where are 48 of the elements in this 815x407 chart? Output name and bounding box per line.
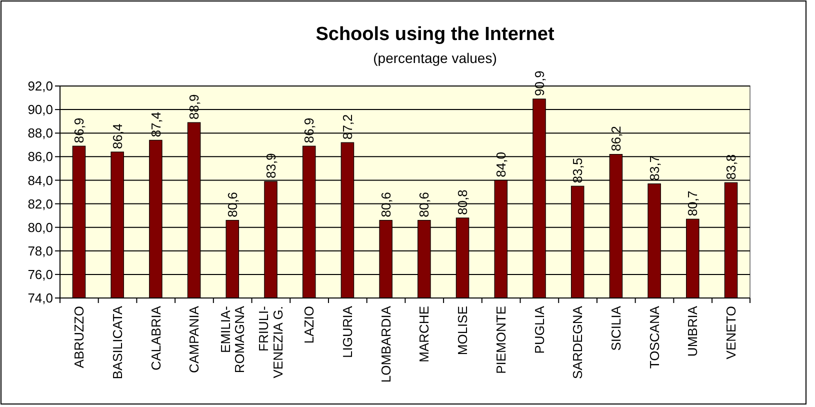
data-label: 86,9: [302, 118, 317, 144]
x-tick-label: ABRUZZO: [72, 306, 87, 368]
y-tick-label: 88,0: [28, 126, 53, 141]
x-tick-label: SARDEGNA: [570, 306, 586, 379]
data-label: 83,7: [646, 155, 662, 181]
x-tick-label: FRIULI-VENEZIA G.: [256, 306, 286, 378]
data-label: 83,5: [570, 158, 586, 184]
y-tick-label: 78,0: [28, 243, 53, 258]
y-tick-label: 82,0: [28, 196, 53, 212]
x-tick-label: TOSCANA: [646, 306, 662, 369]
x-tick-label: PUGLIA: [532, 306, 547, 354]
y-tick-label: 84,0: [28, 172, 53, 188]
chart-title: Schools using the Internet: [316, 24, 555, 45]
data-label: 90,9: [532, 70, 547, 96]
data-label: 86,9: [72, 118, 87, 144]
data-label: 87,2: [340, 114, 356, 140]
x-tick-label: LAZIO: [302, 306, 317, 344]
x-tick-label: MOLISE: [455, 306, 470, 356]
data-label: 83,8: [724, 154, 739, 180]
data-label: 83,9: [263, 153, 278, 178]
data-label: 84,0: [493, 152, 508, 178]
y-tick-label: 90,0: [28, 102, 53, 118]
y-tick-label: 74,0: [28, 290, 53, 306]
data-label: 86,2: [608, 126, 624, 152]
data-label: 80,7: [685, 190, 700, 216]
y-tick-label: 76,0: [28, 266, 53, 282]
x-tick-label: LOMBARDIA: [378, 306, 394, 383]
y-tick-label: 92,0: [28, 78, 53, 94]
chart-subtitle: (percentage values): [373, 50, 497, 66]
x-tick-label: CALABRIA: [148, 306, 164, 370]
data-label: 88,9: [186, 94, 202, 120]
data-label: 80,6: [416, 192, 432, 218]
x-tick-label: LIGURIA: [340, 306, 356, 358]
x-tick-label: VENETO: [724, 306, 739, 360]
y-tick-label: 86,0: [28, 149, 53, 164]
y-tick-label: 80,0: [28, 220, 53, 235]
x-tick-label: UMBRIA: [685, 306, 700, 357]
data-label: 87,4: [148, 112, 164, 138]
data-label: 80,6: [378, 192, 394, 218]
data-label: 86,4: [110, 124, 125, 149]
x-tick-label: CAMPANIA: [186, 306, 202, 373]
x-tick-label: BASILICATA: [110, 306, 125, 380]
x-tick-label: SICILIA: [608, 306, 624, 351]
data-label: 80,6: [224, 192, 240, 218]
data-label: 80,8: [455, 190, 470, 215]
x-tick-label: EMILIA-ROMAGNA: [218, 306, 248, 374]
x-tick-label: MARCHE: [416, 306, 432, 362]
x-tick-label: PIEMONTE: [493, 306, 508, 374]
